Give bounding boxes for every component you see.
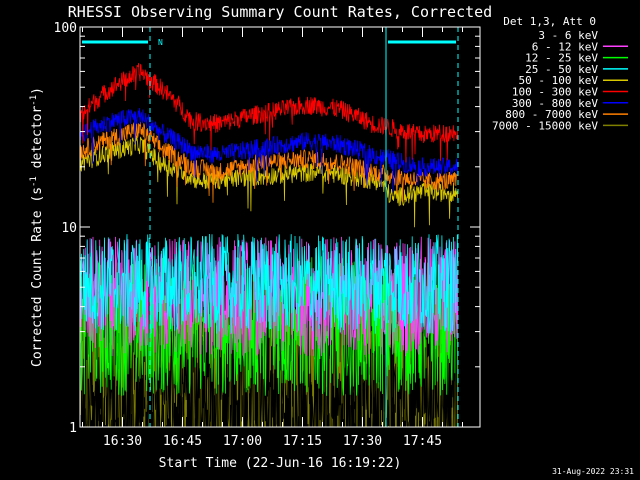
series-line-3 — [79, 233, 459, 334]
y-axis-label: Corrected Count Rate (s-1 detector-1) — [29, 87, 45, 367]
legend-label: 25 - 50 keV — [525, 63, 598, 76]
x-tick-label: 16:45 — [163, 434, 202, 449]
legend-label: 3 - 6 keV — [538, 29, 598, 42]
y-axis-label-main: Corrected Count Rate (s — [30, 187, 45, 367]
x-tick-label: 17:15 — [283, 434, 322, 449]
chart-title: RHESSI Observing Summary Count Rates, Co… — [68, 3, 492, 21]
night-period-markers: N — [82, 27, 459, 427]
y-axis-label-sup1: -1 — [29, 176, 39, 187]
y-tick-label: 1 — [69, 421, 77, 436]
series-line-7 — [79, 121, 459, 203]
x-tick-label: 17:00 — [223, 434, 262, 449]
legend-label: 100 - 300 keV — [512, 86, 598, 99]
legend-label: 7000 - 15000 keV — [492, 119, 598, 132]
legend-label: 800 - 7000 keV — [505, 108, 598, 121]
series-line-5 — [79, 63, 459, 163]
x-tick-label: 17:30 — [343, 434, 382, 449]
y-axis-label-sup2: -1 — [29, 95, 39, 106]
legend-label: 12 - 25 keV — [525, 52, 598, 65]
night-marker-label: N — [158, 38, 163, 47]
x-tick-label: 17:45 — [403, 434, 442, 449]
x-tick-label: 16:30 — [103, 434, 142, 449]
y-axis-label-end: ) — [30, 87, 45, 95]
legend-label: 300 - 800 keV — [512, 97, 598, 110]
series-line-4 — [79, 135, 459, 228]
y-axis-label-mid: detector — [30, 106, 45, 177]
legend-label: 6 - 12 keV — [532, 40, 599, 53]
series-line-6 — [79, 107, 459, 193]
y-tick-label: 10 — [61, 221, 77, 236]
plot-timestamp: 31-Aug-2022 23:31 — [552, 467, 634, 476]
legend-label: 50 - 100 keV — [519, 74, 599, 87]
x-axis: 16:30 16:45 17:00 17:15 17:30 17:45 — [82, 27, 463, 449]
y-axis: 1 10 100 — [54, 21, 480, 436]
legend-header: Det 1,3, Att 0 — [503, 15, 596, 28]
x-axis-label: Start Time (22-Jun-16 16:19:22) — [159, 456, 402, 471]
y-tick-label: 100 — [54, 21, 77, 36]
